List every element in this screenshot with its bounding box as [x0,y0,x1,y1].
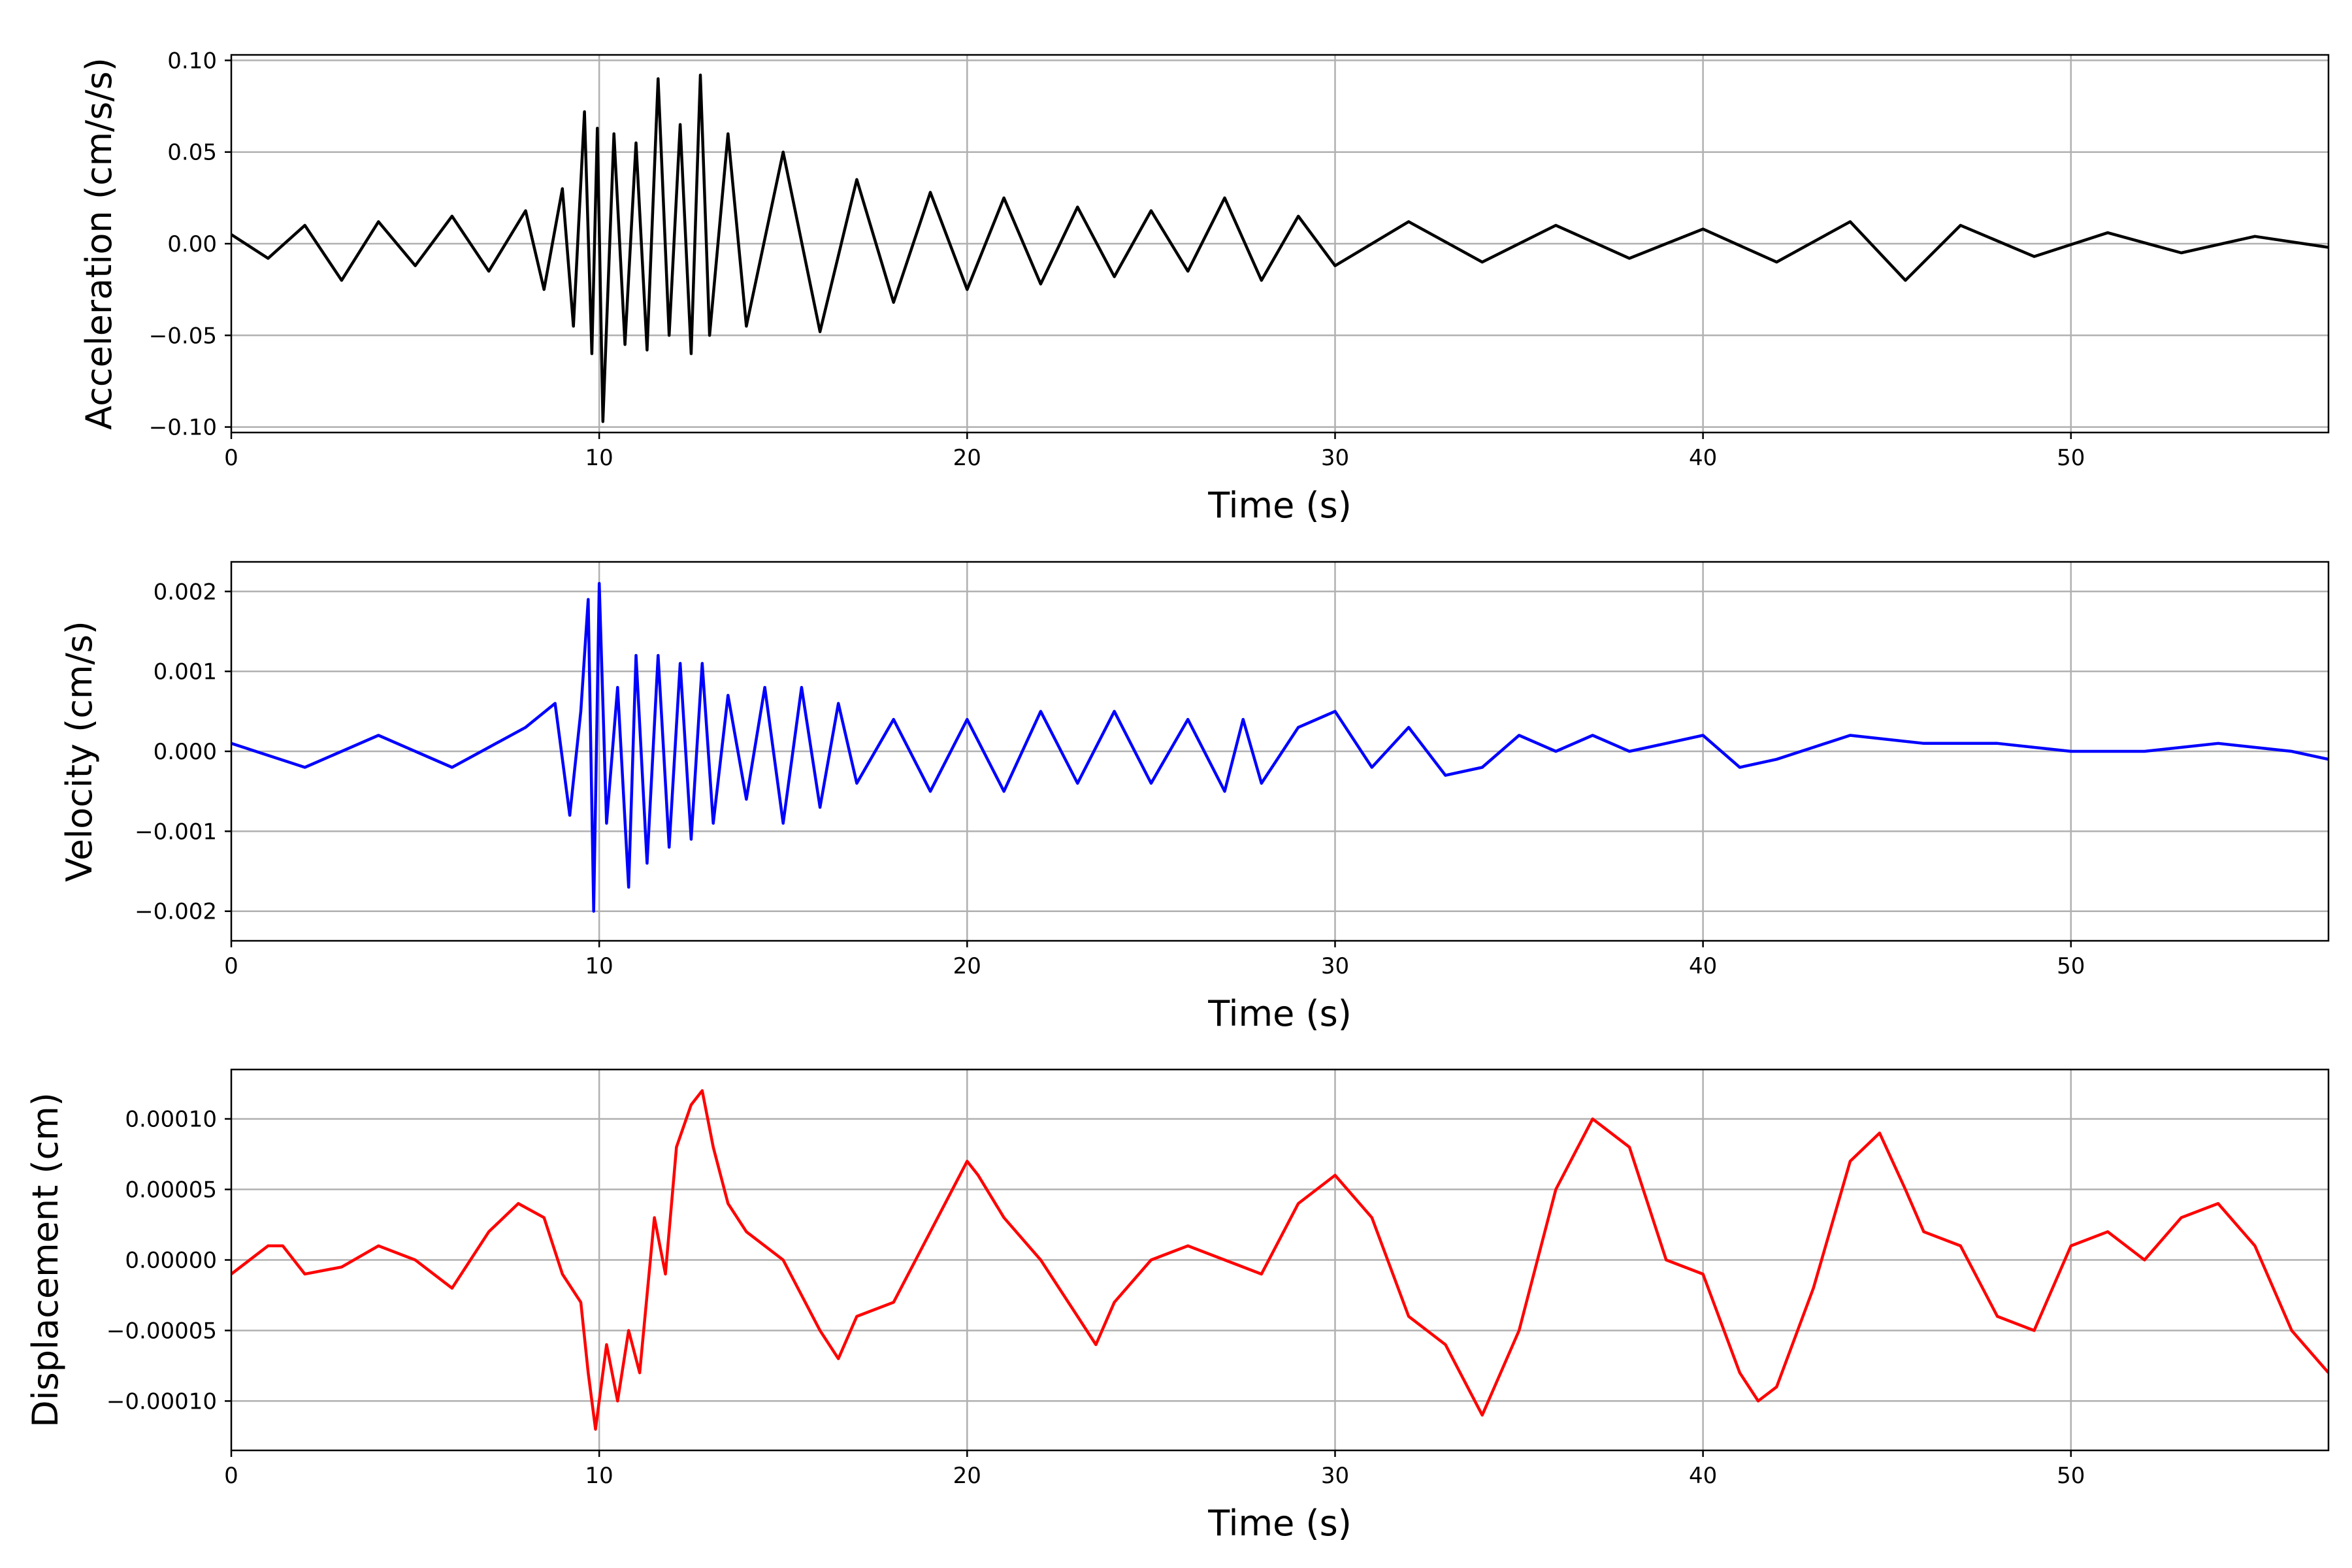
displacement-x-axis-label: Time (s) [1207,1503,1352,1544]
velocity-series-line [231,581,2328,913]
displacement-x-tick-label: 50 [2057,1463,2085,1489]
acceleration-panel: 0 10 20 30 40 50 −0.10 −0.05 0.00 0.05 0.10 Time (s… [78,48,2330,526]
acceleration-y-tick-label: −0.05 [149,323,217,349]
velocity-y-tick-label: −0.002 [135,899,217,925]
velocity-x-tick-label: 40 [1689,953,1717,979]
acceleration-x-tick-label: 20 [953,445,981,471]
acceleration-x-tick-label: 50 [2057,445,2085,471]
displacement-y-tick-label: −0.00010 [106,1388,217,1414]
acceleration-x-tick-label: 40 [1689,445,1717,471]
velocity-x-tick-label: 0 [224,953,238,979]
displacement-y-tick-label: −0.00005 [106,1318,217,1344]
displacement-x-tick-label: 10 [585,1463,613,1489]
acceleration-x-axis-label: Time (s) [1207,485,1352,526]
acceleration-y-tick-label: 0.10 [167,48,217,74]
velocity-panel: 0 10 20 30 40 50 −0.002 −0.001 0.000 0.001 0.002 Ti… [59,561,2330,1034]
velocity-x-axis-label: Time (s) [1207,993,1352,1034]
acceleration-y-axis-label: Acceleration (cm/s/s) [78,57,120,430]
displacement-y-tick-label: 0.00005 [125,1177,217,1203]
acceleration-x-tick-label: 30 [1321,445,1349,471]
velocity-y-tick-label: 0.000 [154,739,217,765]
displacement-x-tick-label: 0 [224,1463,238,1489]
velocity-x-tick-label: 10 [585,953,613,979]
displacement-x-tick-label: 20 [953,1463,981,1489]
acceleration-y-tick-label: 0.05 [167,140,217,166]
displacement-y-tick-label: 0.00010 [125,1107,217,1133]
velocity-y-tick-label: −0.001 [135,819,217,845]
velocity-x-tick-label: 20 [953,953,981,979]
acceleration-series-line [231,73,2328,423]
velocity-x-tick-label: 30 [1321,953,1349,979]
velocity-y-tick-label: 0.002 [154,579,217,605]
displacement-panel: 0 10 20 30 40 50 −0.00010 −0.00005 0.00000 0.0000… [25,1068,2330,1544]
velocity-x-tick-label: 50 [2057,953,2085,979]
acceleration-x-tick-label: 0 [224,445,238,471]
acceleration-x-tick-label: 10 [585,445,613,471]
displacement-x-tick-label: 30 [1321,1463,1349,1489]
velocity-y-axis-label: Velocity (cm/s) [59,621,100,882]
displacement-y-axis-label: Displacement (cm) [25,1092,66,1428]
displacement-x-tick-label: 40 [1689,1463,1717,1489]
acceleration-y-tick-label: 0.00 [167,231,217,257]
displacement-y-tick-label: 0.00000 [125,1248,217,1274]
velocity-y-tick-label: 0.001 [154,659,217,685]
displacement-series-line [231,1089,2328,1431]
charts-group: 0 10 20 30 40 50 −0.10 −0.05 0.00 0.05 0.10 Time (s… [25,48,2330,1544]
acceleration-y-tick-label: −0.10 [149,415,217,441]
